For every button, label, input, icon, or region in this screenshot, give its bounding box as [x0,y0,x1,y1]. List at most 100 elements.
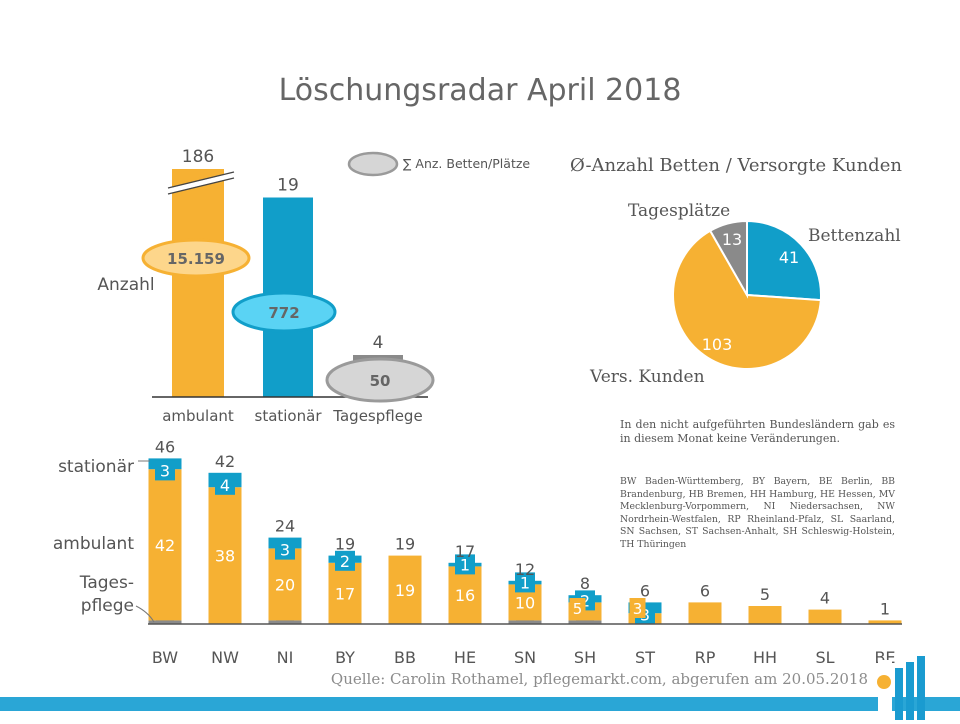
state-bar-ambulant [208,487,242,624]
pie-slice-label: Bettenzahl [808,226,901,246]
top-category-label: stationär [255,407,323,425]
pie-value-label: 41 [779,248,799,267]
pflegemarkt-logo-icon [877,656,925,720]
axis-break-line [167,177,235,195]
top-bar-value-label: 19 [277,176,299,196]
state-bar-ambulant [328,562,362,624]
state-category-label: HH [753,648,777,667]
state-category-label: NW [211,648,239,667]
top-bar-value-label: 4 [373,333,384,353]
chart-title: Löschungsradar April 2018 [279,73,682,108]
pie-slice-label: Vers. Kunden [589,367,705,387]
state-bar-ambulant [388,555,422,624]
stationaer-value-box [515,572,535,593]
stationaer-value-box [335,550,355,571]
beds-legend-label: ∑ Anz. Betten/Plätze [403,156,530,171]
state-total-label: 6 [700,581,710,600]
series-label-connector [135,605,155,623]
logo-bar [895,668,903,720]
ambulant-value-label: 42 [155,536,175,555]
state-category-label: BY [335,648,355,667]
state-bar-ambulant [148,469,182,621]
axis-break-marker [167,171,235,195]
state-total-label: 12 [515,560,535,579]
state-total-label: 1 [880,599,890,618]
state-category-label: NI [277,648,294,667]
state-bar-ambulant [268,548,302,621]
note-text: In den nicht aufgeführten Bundesländern … [620,418,895,445]
source-label: Quelle: Carolin Rothamel, pflegemarkt.co… [331,670,868,688]
ambulant-value-box [569,598,586,618]
state-category-label: BB [394,648,416,667]
ambulant-value-label: 20 [275,575,295,594]
ambulant-value-label: 16 [455,586,475,605]
axis-break-gap [167,172,235,194]
stationaer-value-label: 2 [340,552,350,571]
state-total-label: 5 [760,585,770,604]
state-category-label: HE [454,648,476,667]
pie-slice-1 [672,229,822,370]
top-y-axis-label: Anzahl [97,275,154,295]
beds-ellipse [325,357,435,403]
pie-slice-label: Tagesplätze [628,201,730,221]
state-total-label: 17 [455,542,475,561]
state-category-label: BW [152,648,178,667]
series-label: Tages- [79,573,134,593]
state-category-label: RP [695,648,716,667]
state-total-label: 6 [640,581,650,600]
ambulant-value-label: 17 [335,584,355,603]
axis-break-line [167,171,235,189]
ambulant-value-box [629,598,646,618]
beds-ellipse [231,291,337,333]
logo-bar [906,662,914,720]
pie-value-label: 103 [702,335,733,354]
top-category-label: Tagespflege [332,407,422,425]
logo-backplate [878,660,892,720]
state-bar-ambulant [688,602,722,624]
pie-slice-2 [708,219,748,299]
state-total-label: 8 [580,574,590,593]
stationaer-value-label: 3 [280,541,290,560]
stationaer-value-label: 1 [460,555,470,574]
state-category-label: ST [635,648,655,667]
pie-value-label: 13 [722,230,742,249]
beds-value-label: 772 [268,304,299,322]
pie-chart: Ø-Anzahl Betten / Versorgte Kunden 41 Bett… [570,155,902,387]
stationaer-value-box [215,474,235,495]
footer: Quelle: Carolin Rothamel, pflegemarkt.co… [0,656,960,720]
ambulant-value-label: 10 [515,593,535,612]
state-total-label: 4 [820,589,830,608]
state-category-label: SH [574,648,596,667]
beds-legend-swatch [347,151,399,177]
state-category-label: SN [514,648,536,667]
stationaer-value-box [275,539,295,560]
series-label: ambulant [53,534,134,554]
footer-band [0,697,960,711]
ambulant-value-label: 3 [633,600,643,618]
state-category-label: SL [815,648,834,667]
state-total-label: 46 [155,437,175,456]
logo-bar [917,656,925,720]
logo-dot [877,675,891,689]
state-bar-ambulant [868,620,902,624]
state-bar-ambulant [448,566,482,624]
state-total-label: 19 [395,535,415,554]
top-bar-0 [172,169,224,397]
ambulant-value-label: 5 [573,600,583,618]
state-total-label: 19 [335,535,355,554]
beds-value-label: 15.159 [167,250,225,268]
stationaer-value-box [155,460,175,481]
ambulant-value-label: 19 [395,581,415,600]
state-total-label: 24 [275,517,295,536]
top-category-label: ambulant [162,407,234,425]
pie-slice-0 [746,219,822,302]
ambulant-value-label: 38 [215,547,235,566]
stationaer-value-label: 4 [220,476,230,495]
state-bar-ambulant [808,609,842,624]
top-bar-chart: 186 ambulant 19 stationär 4 Tagespflege 15.159… [97,147,530,425]
state-bar-chart: 142346BW38442NW120324NI17219BY1919BB1611… [53,437,902,667]
beds-value-label: 50 [370,372,391,390]
stationaer-value-label: 3 [160,461,170,480]
